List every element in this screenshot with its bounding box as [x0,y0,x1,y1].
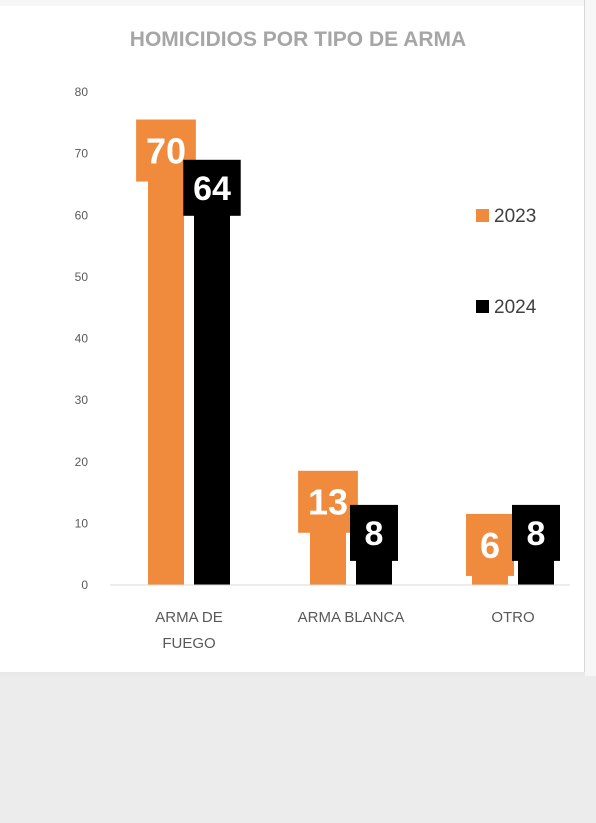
y-tick-label: 10 [75,516,89,530]
bar-2023-0 [148,153,184,585]
y-tick-label: 60 [75,208,89,222]
chart-card: HOMICIDIOS POR TIPO DE ARMA 0 10 20 30 40 50 6… [0,0,585,672]
x-tick-label: FUEGO [162,635,215,652]
data-label-box [512,504,560,561]
data-label: 8 [527,515,546,553]
y-tick-label: 80 [75,85,89,99]
data-label: 70 [146,130,186,171]
y-tick-label: 30 [75,393,89,407]
card-top-edge [0,0,584,6]
bar-2024-0 [194,190,230,585]
data-label-box [183,159,241,216]
bar-chart: HOMICIDIOS POR TIPO DE ARMA 0 10 20 30 40 50 6… [75,28,570,652]
legend-swatch-2024 [476,300,489,313]
x-tick-label: OTRO [491,609,534,626]
legend-label-2024: 2024 [494,297,537,318]
legend: 2023 2024 [476,206,537,318]
chart-title: HOMICIDIOS POR TIPO DE ARMA [130,28,466,51]
legend-label-2023: 2023 [494,206,536,227]
legend-swatch-2023 [476,209,489,222]
x-tick-label: ARMA BLANCA [298,609,405,626]
x-axis: ARMA DE FUEGO ARMA BLANCA OTRO [110,584,570,652]
data-label-box [350,504,398,561]
y-tick-label: 40 [75,332,89,346]
y-tick-label: 0 [81,578,88,592]
y-axis: 0 10 20 30 40 50 60 70 80 [75,85,89,592]
x-tick-label: ARMA DE [155,609,223,626]
y-tick-label: 20 [75,455,89,469]
data-label-box [298,470,358,533]
data-label-box [466,513,514,576]
y-tick-label: 70 [75,147,89,161]
blank-panel [0,676,596,823]
data-label: 13 [308,482,348,523]
scroll-edge [585,0,596,823]
data-label: 8 [365,515,384,553]
y-tick-label: 50 [75,270,89,284]
data-label: 6 [480,525,500,566]
data-label: 64 [193,170,231,208]
